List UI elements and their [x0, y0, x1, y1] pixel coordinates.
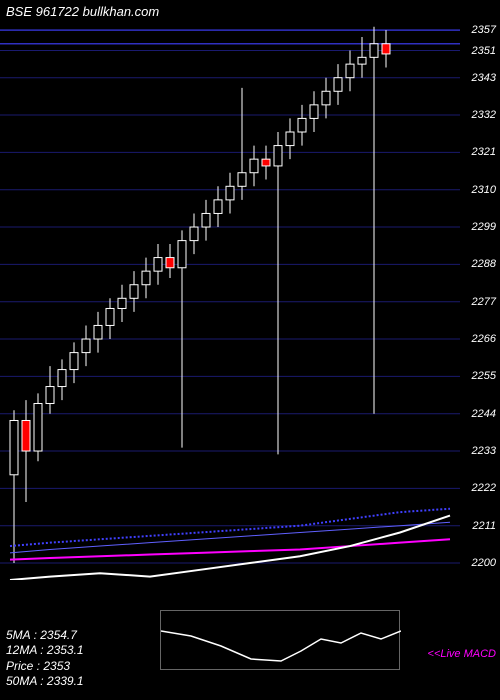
chart-container: BSE 961722 bullkhan.com 2357 2351 2343 2332… [0, 0, 500, 700]
y-tick-label: 2343 [472, 72, 496, 84]
y-axis: 2357 2351 2343 2332 2321 2310 2299 2288 2277 2266… [460, 20, 500, 580]
y-tick-label: 2351 [472, 45, 496, 57]
macd-label: <<Live MACD [428, 648, 496, 660]
y-tick-label: 2266 [472, 333, 496, 345]
y-tick-label: 2211 [472, 520, 496, 532]
y-tick-label: 2233 [472, 445, 496, 457]
y-tick-label: 2357 [472, 24, 496, 36]
y-tick-label: 2222 [472, 482, 496, 494]
y-tick-label: 2288 [472, 258, 496, 270]
price-stat: Price : 2353 [6, 659, 84, 675]
ma12-stat: 12MA : 2353.1 [6, 643, 84, 659]
y-tick-label: 2299 [472, 221, 496, 233]
stats-panel: 5MA : 2354.7 12MA : 2353.1 Price : 2353 … [6, 628, 84, 690]
y-tick-label: 2332 [472, 109, 496, 121]
chart-title: BSE 961722 bullkhan.com [6, 4, 159, 19]
y-tick-label: 2200 [472, 557, 496, 569]
y-tick-label: 2244 [472, 408, 496, 420]
y-tick-label: 2255 [472, 370, 496, 382]
ma5-stat: 5MA : 2354.7 [6, 628, 84, 644]
macd-panel [160, 610, 400, 670]
main-chart [0, 20, 460, 580]
y-tick-label: 2310 [472, 184, 496, 196]
y-tick-label: 2277 [472, 296, 496, 308]
ma50-stat: 50MA : 2339.1 [6, 674, 84, 690]
y-tick-label: 2321 [472, 146, 496, 158]
